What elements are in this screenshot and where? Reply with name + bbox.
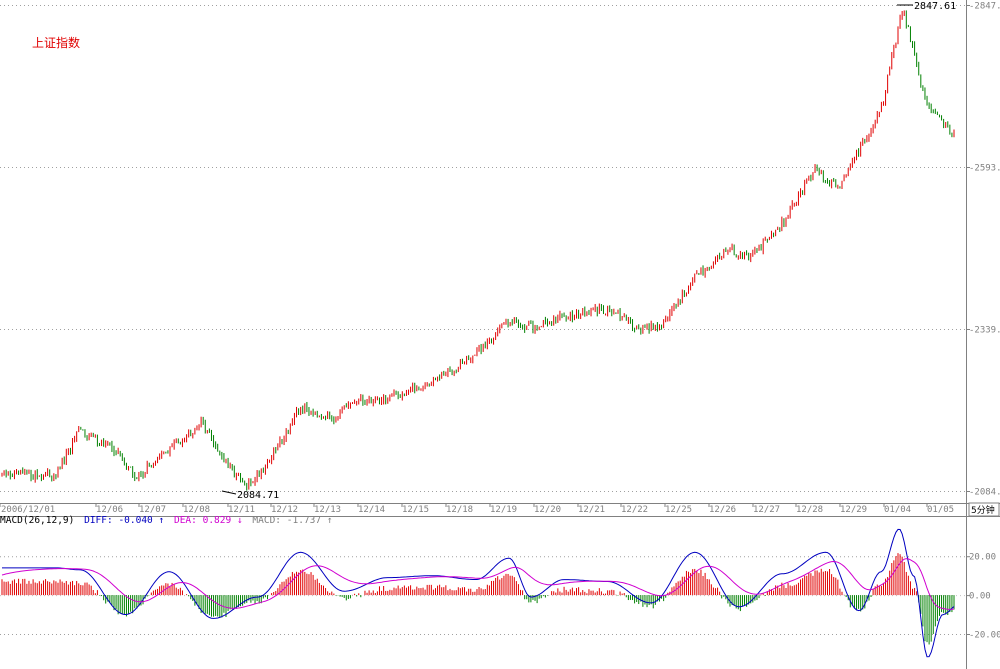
x-tick-label: 12/19 <box>490 505 517 515</box>
x-tick-label: 12/29 <box>840 505 867 515</box>
macd-legend-macd-value: -1.737 <box>287 515 321 526</box>
min-leader <box>221 490 237 495</box>
macd-y-axis: 20.00 0.00 -20.00 <box>966 553 1000 641</box>
macd-y-tick-label: 20.00 <box>969 553 996 563</box>
macd-lines <box>1 528 955 658</box>
macd-legend-dea-label: DEA: <box>174 515 197 526</box>
period-label-box[interactable] <box>968 502 1000 517</box>
macd-legend-diff-value: -0.040 <box>118 515 153 526</box>
macd-dea-line <box>1 558 955 610</box>
macd-legend-diff-label: DIFF: <box>84 515 113 526</box>
macd-legend-name: MACD(26,12,9) <box>0 515 74 526</box>
x-tick-label: 12/13 <box>314 505 341 515</box>
min-price-label: 2084.71 <box>237 490 279 501</box>
macd-y-tick-label: -20.00 <box>969 631 1000 641</box>
x-tick-label: 01/04 <box>884 505 911 515</box>
x-tick-label: 12/22 <box>621 505 648 515</box>
macd-diff-line <box>2 528 955 658</box>
chart-title: 上证指数 <box>32 35 80 50</box>
x-tick-label: 12/15 <box>402 505 429 515</box>
macd-legend-macd-arrow: ↑ <box>327 515 333 526</box>
x-tick-label: 12/06 <box>96 505 123 515</box>
time-x-axis: 2006/12/01 12/06 12/07 12/08 12/11 12/12 12/13… <box>0 503 954 515</box>
x-tick-label: 12/12 <box>271 505 298 515</box>
x-tick-label: 12/11 <box>228 505 255 515</box>
x-tick-label: 12/28 <box>796 505 823 515</box>
macd-legend-dea-value: 0.829 <box>203 515 232 526</box>
macd-histogram[interactable] <box>1 553 955 645</box>
macd-legend-macd-label: MACD: <box>252 515 281 526</box>
macd-y-tick-label: 0.00 <box>969 592 991 602</box>
x-tick-label: 12/18 <box>446 505 473 515</box>
macd-legend: MACD(26,12,9) DIFF: -0.040 ↑ DEA: 0.829 … <box>0 515 333 526</box>
max-price-label: 2847.61 <box>914 1 956 12</box>
macd-legend-dea-arrow: ↓ <box>237 515 243 526</box>
x-tick-label: 2006/12/01 <box>1 505 55 515</box>
price-y-axis: -2847.6 -2593.3 -2339.0 -2084.7 <box>966 2 1000 498</box>
price-y-tick-label: -2847.6 <box>969 2 1000 12</box>
macd-legend-diff-arrow: ↑ <box>159 515 165 526</box>
macd-grid <box>0 556 966 635</box>
x-tick-label: 12/20 <box>534 505 561 515</box>
extreme-labels: 2847.61 2084.71 <box>221 1 956 501</box>
x-tick-label: 12/26 <box>709 505 736 515</box>
x-tick-label: 12/07 <box>139 505 166 515</box>
x-tick-label: 12/08 <box>183 505 210 515</box>
x-tick-label: 12/14 <box>358 505 385 515</box>
x-tick-label: 01/05 <box>927 505 954 515</box>
price-y-tick-label: -2339.0 <box>969 326 1000 336</box>
period-label[interactable]: 5分钟 <box>971 504 995 516</box>
x-tick-label: 12/27 <box>753 505 780 515</box>
x-tick-label: 12/21 <box>578 505 605 515</box>
price-candles[interactable] <box>1 10 955 491</box>
price-y-tick-label: -2593.3 <box>969 164 1000 174</box>
x-tick-label: 12/25 <box>665 505 692 515</box>
price-y-tick-label: -2084.7 <box>969 488 1000 498</box>
